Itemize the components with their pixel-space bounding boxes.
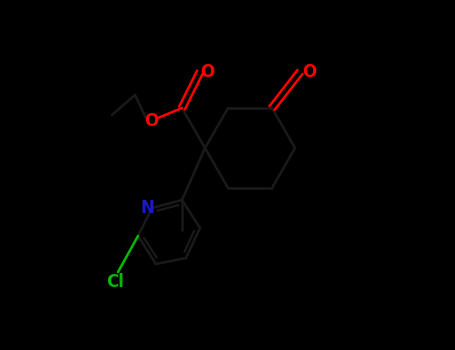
Text: O: O: [302, 63, 316, 81]
Text: Cl: Cl: [106, 273, 124, 291]
Text: O: O: [144, 112, 158, 130]
Text: N: N: [140, 199, 154, 217]
Text: O: O: [200, 63, 214, 81]
